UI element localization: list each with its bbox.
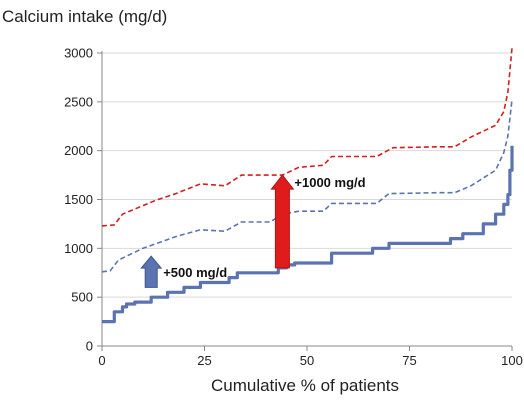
x-axis-title: Cumulative % of patients <box>211 376 399 395</box>
y-tick-label-1000: 1000 <box>64 241 93 256</box>
series-blue-dashed-line <box>101 99 513 273</box>
y-tick-label-2500: 2500 <box>64 94 93 109</box>
y-tick-label-1500: 1500 <box>64 192 93 207</box>
arrow-plus-1000 <box>270 174 295 269</box>
annotation-label-plus-1000: +1000 mg/d <box>294 175 365 190</box>
x-tick-label-75: 75 <box>402 353 416 368</box>
x-tick-label-50: 50 <box>300 353 314 368</box>
x-tick-label-0: 0 <box>98 353 105 368</box>
y-tick-label-500: 500 <box>71 290 93 305</box>
y-tick-label-3000: 3000 <box>64 46 93 61</box>
annotation-label-plus-500: +500 mg/d <box>163 265 227 280</box>
series-solid-line <box>102 145 514 324</box>
y-tick-label-2000: 2000 <box>64 143 93 158</box>
annotations: +500 mg/d +1000 mg/d <box>140 174 366 288</box>
y-tick-label-0: 0 <box>86 339 93 354</box>
x-tick-label-100: 100 <box>501 353 523 368</box>
y-axis-title: Calcium intake (mg/d) <box>2 7 167 26</box>
x-tick-label-25: 25 <box>197 353 211 368</box>
grid-lines <box>102 52 512 298</box>
series-red-dashed-line <box>101 48 513 227</box>
tick-labels: 0 500 1000 1500 2000 2500 3000 0 25 50 75 100 <box>64 46 523 369</box>
axes <box>97 51 513 351</box>
arrow-plus-500 <box>140 255 163 288</box>
